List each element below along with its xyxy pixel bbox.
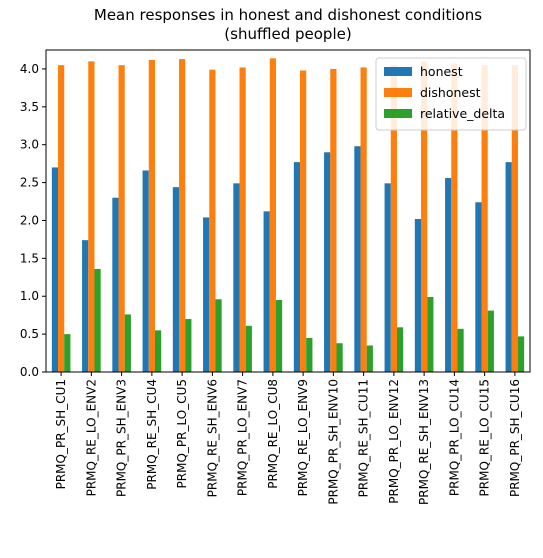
bar-relative_delta-PRMQ_PR_LO_CU5 — [185, 318, 192, 372]
bar-relative_delta-PRMQ_RE_LO_CU8 — [275, 300, 283, 372]
y-tick-label: 1.0 — [20, 289, 39, 303]
bar-relative_delta-PRMQ_PR_LO_CU14 — [457, 328, 464, 372]
y-tick-label: 1.5 — [20, 251, 39, 265]
x-tick-label: PRMQ_PR_LO_ENV7 — [236, 379, 250, 496]
bar-honest-PRMQ_RE_LO_ENV9 — [293, 162, 301, 372]
bar-dishonest-PRMQ_RE_LO_ENV2 — [88, 61, 95, 372]
bar-dishonest-PRMQ_PR_SH_CU16 — [511, 65, 518, 372]
x-tick-label: PRMQ_RE_SH_CU11 — [357, 379, 371, 497]
bars — [51, 58, 525, 373]
bar-honest-PRMQ_RE_LO_CU8 — [263, 211, 270, 372]
bar-honest-PRMQ_RE_SH_CU11 — [354, 146, 361, 372]
y-tick-label: 0.0 — [20, 365, 39, 379]
x-tick-label: PRMQ_PR_SH_ENV3 — [115, 379, 129, 497]
y-axis: 0.0 0.5 1.0 1.5 2.0 2.5 3.0 3.5 4.0 — [20, 62, 46, 379]
bar-honest-PRMQ_RE_SH_CU4 — [142, 170, 149, 372]
x-tick-label: PRMQ_PR_LO_CU5 — [175, 379, 189, 488]
bar-dishonest-PRMQ_PR_SH_ENV10 — [330, 68, 337, 373]
legend-label-dishonest: dishonest — [420, 85, 481, 100]
bar-dishonest-PRMQ_PR_LO_ENV7 — [239, 67, 246, 373]
legend-label-relative_delta: relative_delta — [420, 106, 505, 121]
x-tick-label: PRMQ_RE_LO_ENV2 — [84, 379, 98, 496]
bar-honest-PRMQ_PR_SH_CU16 — [505, 162, 512, 372]
y-tick-label: 3.0 — [20, 138, 39, 152]
bar-dishonest-PRMQ_RE_SH_CU11 — [360, 67, 367, 373]
bar-dishonest-PRMQ_RE_LO_ENV9 — [300, 70, 307, 372]
bar-honest-PRMQ_RE_LO_ENV2 — [82, 240, 89, 372]
legend-swatch-relative_delta — [384, 109, 412, 118]
x-tick-label: PRMQ_RE_LO_ENV9 — [296, 379, 310, 496]
bar-dishonest-PRMQ_PR_LO_ENV12 — [390, 65, 397, 372]
bar-relative_delta-PRMQ_PR_SH_CU1 — [64, 334, 71, 372]
bar-relative_delta-PRMQ_RE_LO_ENV2 — [94, 268, 101, 372]
x-tick-label: PRMQ_PR_SH_ENV10 — [326, 379, 340, 505]
x-tick-label: PRMQ_RE_SH_CU4 — [145, 379, 159, 490]
legend-swatch-honest — [384, 67, 412, 76]
x-tick-label: PRMQ_PR_LO_ENV12 — [387, 379, 401, 504]
bar-dishonest-PRMQ_PR_SH_ENV3 — [118, 65, 125, 372]
legend-box — [375, 57, 527, 131]
legend-label-honest: honest — [420, 64, 463, 79]
bar-relative_delta-PRMQ_RE_SH_ENV6 — [215, 299, 222, 372]
bar-honest-PRMQ_PR_LO_ENV12 — [384, 183, 391, 372]
bar-relative_delta-PRMQ_RE_SH_CU4 — [154, 330, 162, 372]
chart-subtitle: (shuffled people) — [224, 25, 351, 43]
y-tick-label: 0.5 — [20, 327, 39, 341]
x-tick-label: PRMQ_RE_LO_CU15 — [478, 379, 492, 496]
x-tick-label: PRMQ_PR_SH_CU1 — [54, 379, 68, 489]
x-tick-label: PRMQ_PR_LO_CU14 — [447, 379, 461, 496]
bar-relative_delta-PRMQ_RE_SH_ENV13 — [427, 296, 434, 372]
y-tick-label: 4.0 — [20, 62, 39, 76]
bar-dishonest-PRMQ_RE_SH_ENV6 — [209, 69, 216, 372]
bar-relative_delta-PRMQ_PR_SH_ENV3 — [124, 314, 131, 372]
bar-dishonest-PRMQ_RE_SH_CU4 — [148, 59, 155, 372]
chart-title: Mean responses in honest and dishonest c… — [94, 6, 482, 24]
x-axis: PRMQ_PR_SH_CU1 PRMQ_RE_LO_ENV2 PRMQ_PR_SH_… — [54, 372, 522, 505]
y-tick-label: 2.5 — [20, 176, 39, 190]
bar-relative_delta-PRMQ_PR_LO_ENV7 — [245, 325, 252, 372]
bar-relative_delta-PRMQ_PR_SH_CU16 — [517, 336, 525, 372]
y-tick-label: 3.5 — [20, 100, 39, 114]
y-tick-label: 2.0 — [20, 213, 39, 227]
bar-honest-PRMQ_PR_SH_ENV10 — [324, 152, 331, 372]
x-tick-label: PRMQ_RE_SH_ENV6 — [205, 379, 219, 497]
bar-honest-PRMQ_PR_LO_ENV7 — [233, 183, 240, 372]
bar-honest-PRMQ_PR_SH_CU1 — [51, 167, 59, 372]
bar-dishonest-PRMQ_PR_LO_CU5 — [179, 59, 186, 372]
bar-honest-PRMQ_PR_LO_CU14 — [445, 178, 452, 372]
bar-relative_delta-PRMQ_PR_LO_ENV12 — [396, 327, 404, 372]
bar-dishonest-PRMQ_PR_SH_CU1 — [58, 65, 65, 372]
x-tick-label: PRMQ_RE_SH_ENV13 — [417, 379, 431, 505]
legend-swatch-dishonest — [384, 88, 412, 97]
bar-honest-PRMQ_RE_SH_ENV13 — [414, 218, 422, 372]
bar-relative_delta-PRMQ_RE_SH_CU11 — [366, 345, 373, 372]
bar-dishonest-PRMQ_RE_LO_CU8 — [269, 58, 276, 373]
bar-honest-PRMQ_RE_SH_ENV6 — [203, 217, 210, 372]
bar-honest-PRMQ_PR_SH_ENV3 — [112, 197, 119, 372]
bar-dishonest-PRMQ_PR_LO_CU14 — [451, 63, 458, 373]
bar-relative_delta-PRMQ_RE_LO_ENV9 — [306, 337, 313, 372]
bar-relative_delta-PRMQ_PR_SH_ENV10 — [336, 343, 343, 372]
bar-honest-PRMQ_RE_LO_CU15 — [475, 202, 482, 372]
x-tick-label: PRMQ_RE_LO_CU8 — [266, 379, 280, 489]
legend: honest dishonest relative_delta — [375, 57, 527, 131]
bar-dishonest-PRMQ_RE_LO_CU15 — [481, 65, 488, 372]
bar-dishonest-PRMQ_RE_SH_ENV13 — [421, 61, 428, 372]
bar-relative_delta-PRMQ_RE_LO_CU15 — [487, 310, 494, 372]
plot-frame — [45, 49, 531, 373]
x-tick-label: PRMQ_PR_SH_CU16 — [508, 379, 522, 497]
bar-honest-PRMQ_PR_LO_CU5 — [172, 187, 180, 372]
